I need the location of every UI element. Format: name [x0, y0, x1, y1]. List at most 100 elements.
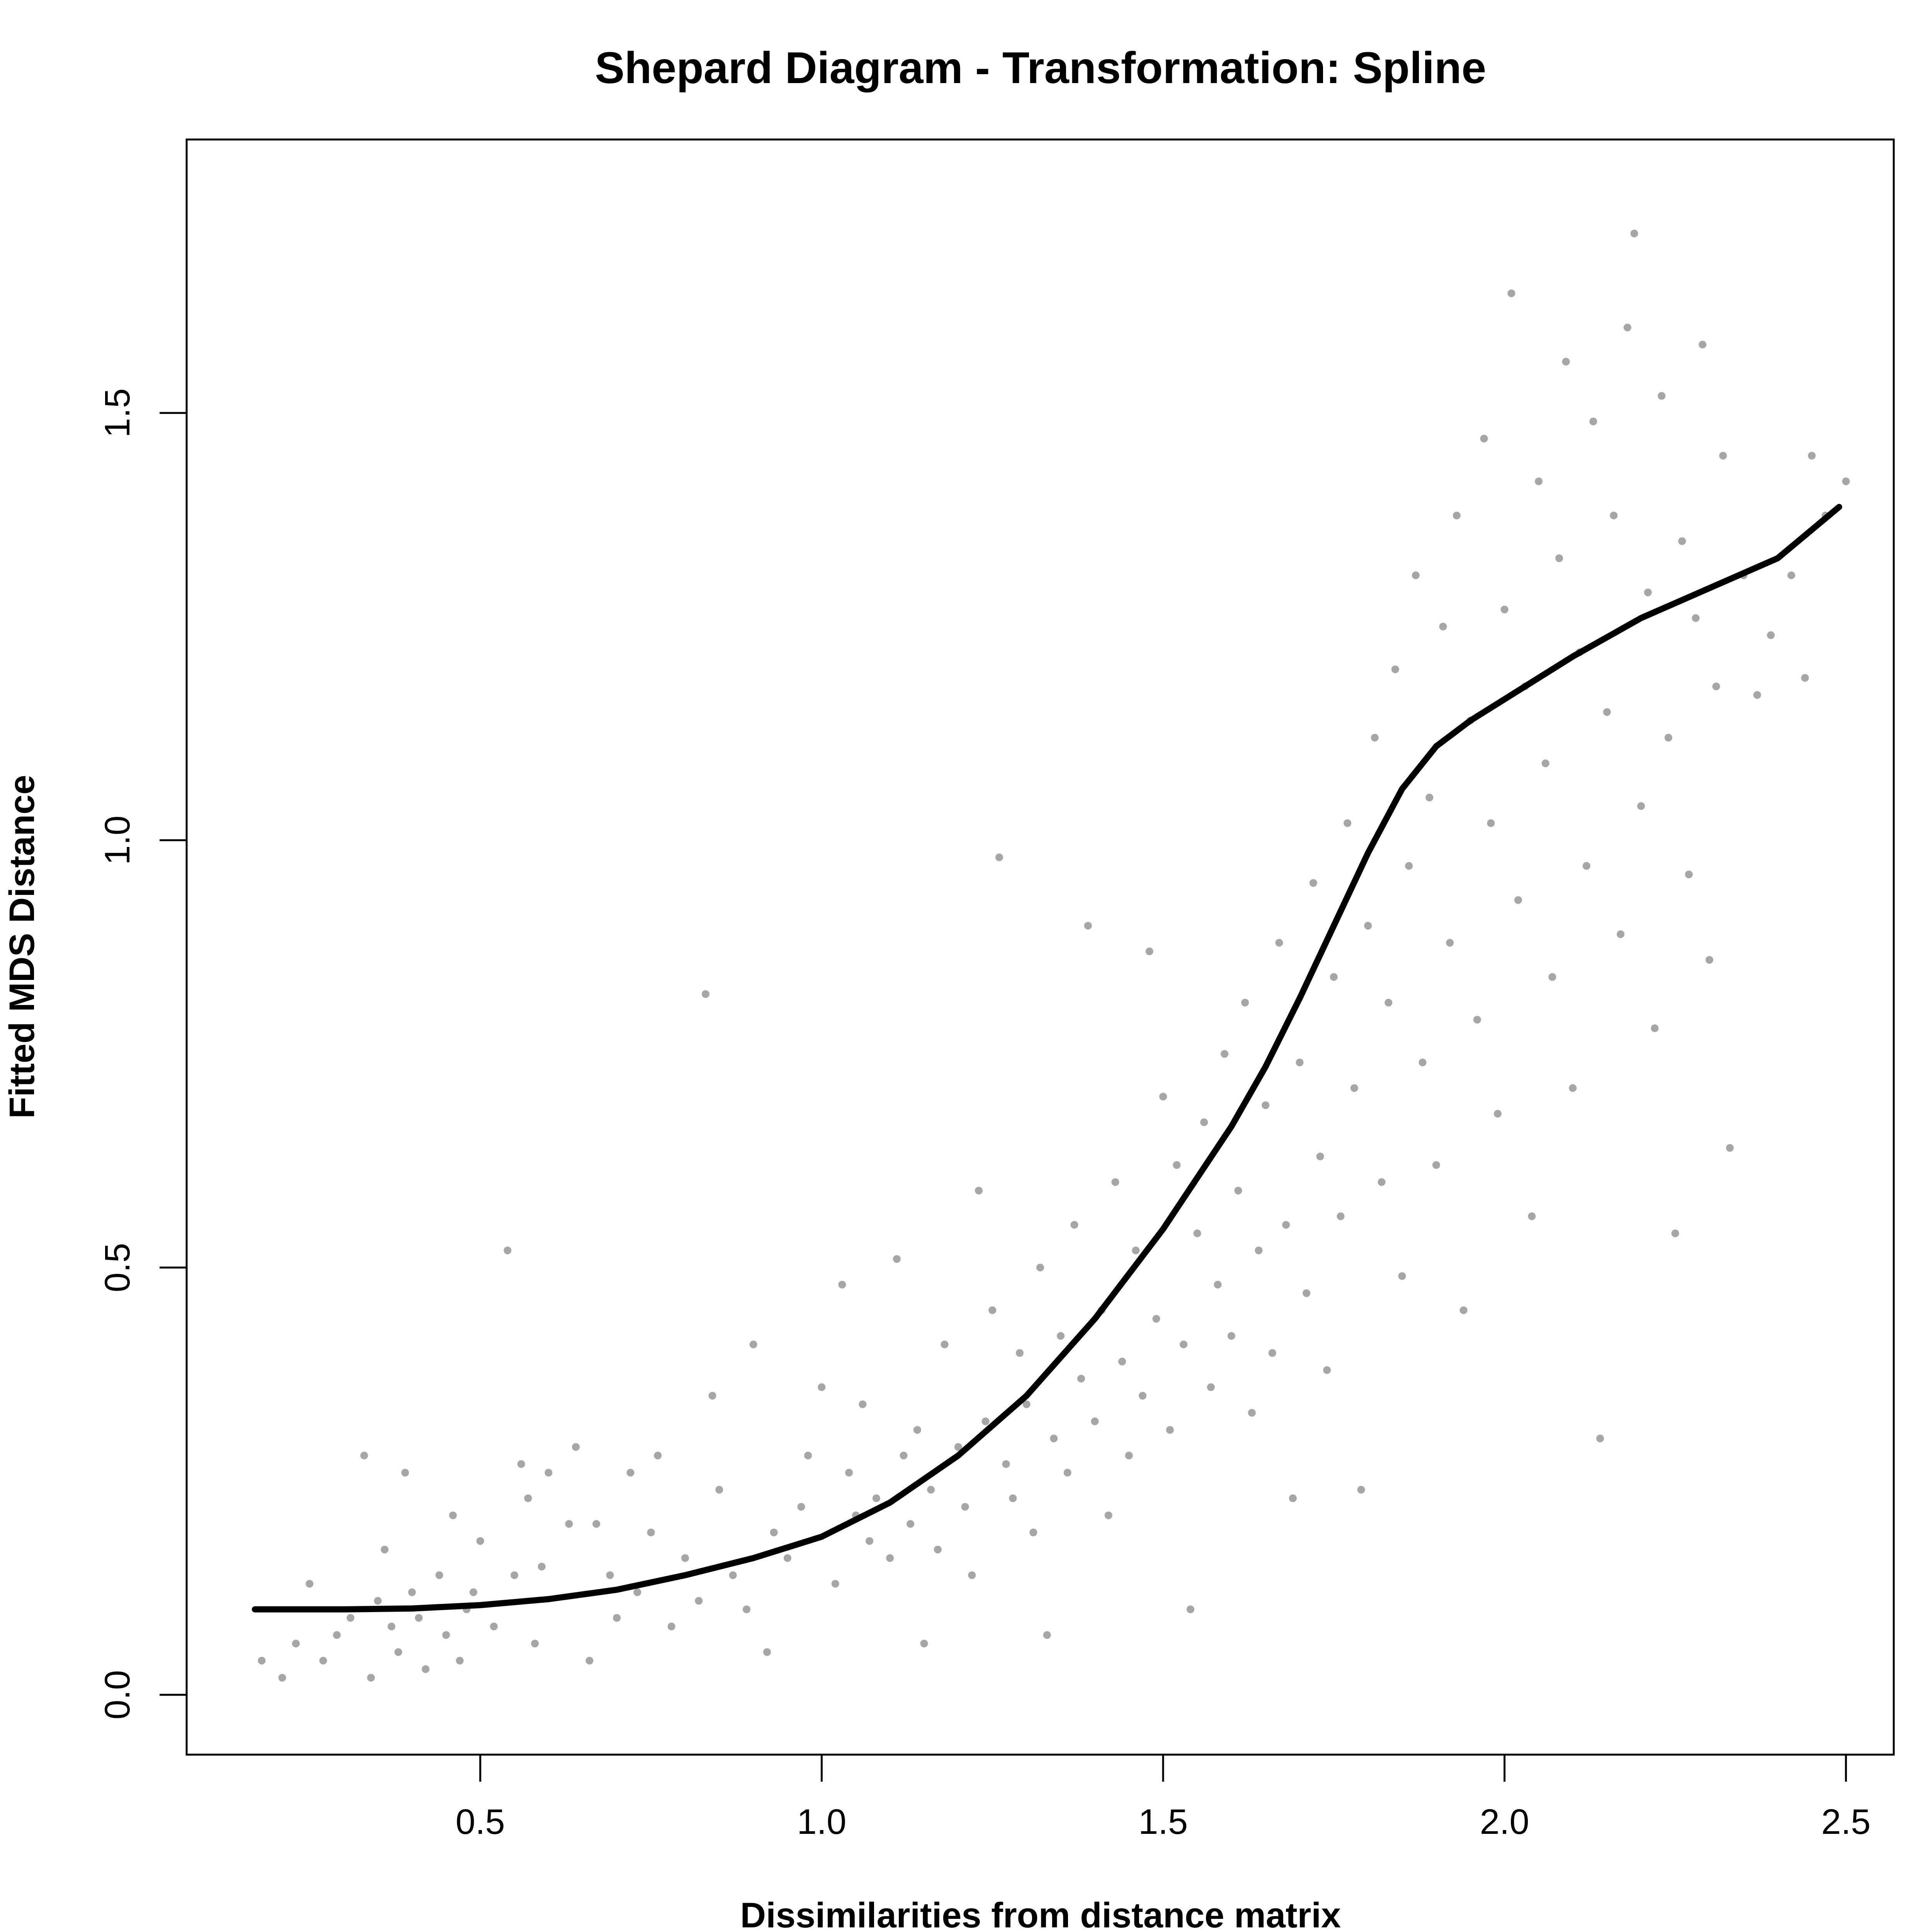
scatter-point	[1234, 1187, 1242, 1195]
scatter-point	[695, 1597, 703, 1605]
scatter-point	[347, 1614, 355, 1622]
scatter-point	[333, 1631, 341, 1639]
scatter-point	[1057, 1332, 1065, 1340]
scatter-point	[1808, 452, 1816, 460]
scatter-point	[1801, 674, 1809, 682]
scatter-point	[804, 1451, 812, 1459]
scatter-point	[524, 1494, 532, 1502]
scatter-point	[1787, 571, 1795, 579]
scatter-point	[401, 1469, 409, 1477]
scatter-point	[1070, 1221, 1078, 1229]
scatter-point	[606, 1571, 614, 1579]
scatter-point	[1439, 622, 1447, 631]
scatter-point	[872, 1494, 880, 1502]
x-tick-label: 1.5	[1138, 1802, 1188, 1842]
fitted-line-layer	[252, 504, 1842, 1612]
scatter-point	[749, 1340, 757, 1349]
scatter-point	[1357, 1486, 1365, 1494]
scatter-point	[1500, 605, 1509, 614]
scatter-point	[1637, 802, 1645, 810]
scatter-point	[278, 1674, 286, 1682]
scatter-point	[1262, 1101, 1270, 1109]
scatter-point	[743, 1605, 751, 1613]
scatter-point	[1118, 1357, 1126, 1366]
scatter-point	[1699, 340, 1707, 349]
scatter-point	[1617, 930, 1625, 938]
scatter-point	[715, 1486, 723, 1494]
scatter-point	[1603, 708, 1611, 716]
scatter-point	[1145, 947, 1153, 956]
scatter-point	[1316, 1152, 1324, 1160]
scatter-point	[1077, 1374, 1085, 1383]
scatter-point	[1132, 1247, 1140, 1255]
scatter-point	[1350, 1084, 1358, 1092]
x-axis: 0.5 1.0 1.5 2.0 2.5	[456, 1753, 1871, 1842]
scatter-point	[1200, 1118, 1208, 1126]
scatter-point	[565, 1520, 573, 1528]
scatter-point	[1384, 998, 1393, 1007]
scatter-point	[702, 990, 710, 998]
scatter-point	[1671, 1229, 1679, 1237]
scatter-point	[981, 1417, 990, 1425]
scatter-point	[1221, 1050, 1229, 1058]
scatter-point	[1303, 1289, 1311, 1297]
scatter-point	[1651, 1024, 1659, 1032]
scatter-point	[1063, 1469, 1071, 1477]
scatter-point	[1569, 1084, 1577, 1092]
scatter-point	[626, 1469, 634, 1477]
scatter-point	[1248, 1409, 1256, 1417]
scatter-point	[1644, 588, 1652, 597]
scatter-point	[1022, 1400, 1031, 1408]
scatter-point	[961, 1503, 969, 1511]
scatter-point	[394, 1648, 402, 1656]
scatter-point	[1186, 1605, 1194, 1613]
scatter-point	[1282, 1221, 1290, 1229]
scatter-point	[1405, 862, 1413, 870]
scatter-point	[831, 1580, 839, 1588]
scatter-point	[1582, 862, 1590, 870]
scatter-point	[859, 1400, 867, 1408]
scatter-point	[1289, 1494, 1297, 1502]
y-axis-label: Fitted MDS Distance	[2, 775, 42, 1118]
scatter-point	[1459, 1306, 1468, 1314]
scatter-point	[1009, 1494, 1017, 1502]
scatter-point	[940, 1340, 949, 1349]
scatter-point	[1173, 1161, 1181, 1169]
scatter-point	[1685, 871, 1693, 878]
scatter-point	[1664, 734, 1672, 742]
scatter-point	[1480, 435, 1488, 443]
scatter-point	[1214, 1281, 1222, 1289]
scatter-point	[374, 1597, 382, 1605]
scatter-point	[319, 1656, 327, 1665]
scatter-point	[1719, 452, 1727, 460]
scatter-point	[1658, 392, 1666, 400]
scatter-point	[1159, 1093, 1167, 1100]
scatter-point	[913, 1426, 921, 1434]
scatter-point	[1692, 614, 1700, 622]
scatter-point	[1487, 819, 1495, 827]
scatter-point	[476, 1537, 484, 1545]
scatter-point	[1193, 1229, 1201, 1237]
scatter-point	[920, 1639, 928, 1648]
scatter-point	[1514, 896, 1522, 904]
scatter-point	[360, 1451, 368, 1459]
scatter-point	[306, 1580, 314, 1588]
scatter-point	[456, 1656, 464, 1665]
scatter-point	[1507, 289, 1515, 298]
scatter-point	[1241, 998, 1249, 1007]
scatter-point	[1091, 1417, 1099, 1425]
scatter-point	[544, 1469, 553, 1477]
scatter-point	[763, 1648, 771, 1656]
scatter-point	[1016, 1349, 1024, 1357]
scatter-point	[784, 1554, 792, 1562]
scatter-point	[1623, 323, 1631, 332]
y-tick-label: 1.0	[98, 816, 137, 865]
scatter-point	[388, 1622, 396, 1631]
scatter-point	[886, 1554, 894, 1562]
scatter-point	[900, 1451, 908, 1459]
scatter-point	[667, 1622, 675, 1631]
x-tick-label: 0.5	[456, 1802, 505, 1842]
scatter-point	[1152, 1315, 1160, 1323]
scatter-point	[1050, 1434, 1058, 1442]
scatter-point	[592, 1520, 600, 1528]
